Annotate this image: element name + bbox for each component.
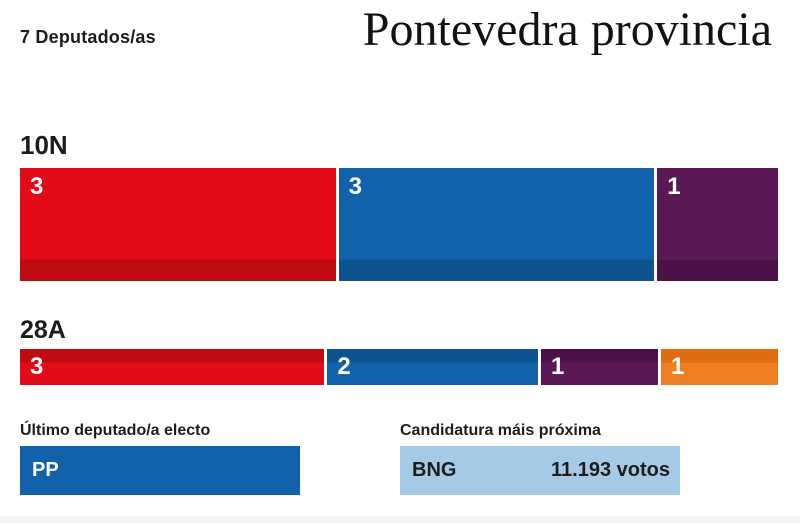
bottom-divider-strip	[0, 516, 800, 523]
closest-candidate-box: BNG 11.193 votos	[400, 446, 680, 495]
bar-segment-10n-red: 3	[20, 168, 336, 281]
bar-row-label-28a: 28A	[20, 316, 66, 344]
seat-count-label: 3	[348, 173, 362, 200]
bar-segment-28a-purple: 1	[540, 349, 658, 385]
seat-count-label: 1	[670, 353, 685, 380]
closest-candidate-label: Candidatura máis próxima	[400, 422, 601, 439]
last-elected-party-name: PP	[32, 459, 59, 481]
seat-count-label: 3	[30, 173, 44, 200]
page-title: Pontevedra provincia	[362, 3, 772, 56]
closest-party-name: BNG	[412, 459, 457, 481]
bar-row-label-10n: 10N	[20, 130, 68, 160]
seat-count-label: 2	[337, 353, 351, 380]
seat-count-label: 1	[550, 353, 565, 380]
bar-segment-28a-orange: 1	[660, 349, 778, 385]
bar-segment-28a-red: 3	[20, 349, 325, 385]
seat-bar-10n: 3 3 1	[20, 168, 778, 281]
last-elected-label: Último deputado/a electo	[20, 422, 211, 439]
last-elected-party-box: PP	[20, 446, 300, 495]
bar-segment-10n-purple: 1	[657, 168, 778, 281]
bar-segment-10n-blue: 3	[338, 168, 655, 281]
seat-count-label: 1	[667, 173, 681, 200]
closest-party-votes: 11.193 votos	[551, 459, 670, 481]
seats-count-label: 7 Deputados/as	[20, 27, 156, 47]
bar-segment-28a-blue: 2	[327, 349, 538, 385]
seat-bar-28a: 3 2 1 1	[20, 349, 778, 385]
seat-count-label: 3	[30, 353, 44, 380]
